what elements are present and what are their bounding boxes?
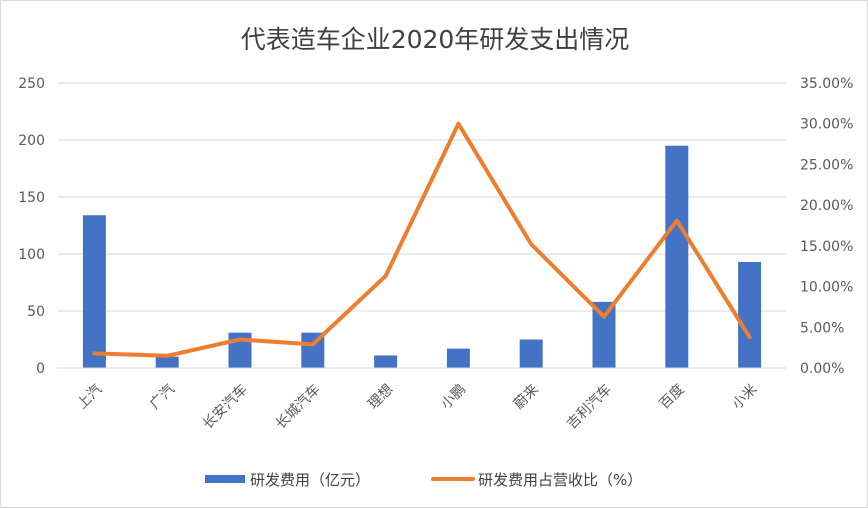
right-tick-label: 10.00%	[800, 280, 853, 296]
bar-小米	[738, 262, 761, 368]
x-tick-label: 蔚来	[511, 382, 542, 413]
bar-理想	[374, 355, 397, 368]
left-tick-label: 250	[18, 76, 45, 92]
bar-小鹏	[447, 349, 470, 368]
left-tick-label: 50	[27, 304, 45, 320]
line-series	[94, 124, 749, 356]
right-tick-label: 35.00%	[800, 76, 853, 92]
left-axis: 0 50 100 150 200 250	[18, 76, 45, 377]
x-tick-label: 小米	[729, 382, 760, 413]
x-tick-label: 上汽	[74, 382, 105, 413]
right-tick-label: 25.00%	[800, 157, 853, 173]
right-tick-label: 15.00%	[800, 239, 853, 255]
x-tick-label: 小鹏	[438, 382, 469, 413]
legend-label-bar: 研发费用（亿元）	[250, 471, 370, 489]
right-tick-label: 0.00%	[800, 361, 844, 377]
x-tick-label: 吉利汽车	[563, 381, 615, 433]
x-tick-label: 长城汽车	[272, 381, 324, 433]
bar-广汽	[156, 357, 179, 368]
bar-series	[83, 146, 761, 368]
bar-上汽	[83, 215, 106, 368]
left-tick-label: 0	[36, 361, 45, 377]
line-series-path	[94, 124, 749, 356]
bar-蔚来	[520, 340, 543, 369]
right-tick-label: 5.00%	[800, 320, 844, 336]
chart-title: 代表造车企业2020年研发支出情况	[241, 25, 630, 54]
x-tick-label: 百度	[657, 382, 688, 413]
legend-label-line: 研发费用占营收比（%）	[478, 471, 642, 489]
left-tick-label: 200	[18, 133, 45, 149]
x-tick-label: 理想	[365, 382, 396, 413]
right-tick-label: 30.00%	[800, 117, 853, 133]
right-axis: 0.00% 5.00% 10.00% 15.00% 20.00% 25.00% 30.00%…	[800, 76, 853, 377]
bar-百度	[665, 146, 688, 368]
bar-吉利汽车	[593, 302, 616, 368]
x-tick-label: 广汽	[147, 382, 178, 413]
left-tick-label: 150	[18, 190, 45, 206]
legend: 研发费用（亿元） 研发费用占营收比（%）	[205, 471, 642, 489]
x-tick-label: 长安汽车	[199, 381, 251, 433]
x-axis: 上汽 广汽长安汽车长城汽车 理想 小鹏 蔚来吉利汽车 百度 小米	[58, 368, 786, 432]
left-tick-label: 100	[18, 247, 45, 263]
legend-swatch-bar	[205, 475, 245, 483]
right-tick-label: 20.00%	[800, 198, 853, 214]
